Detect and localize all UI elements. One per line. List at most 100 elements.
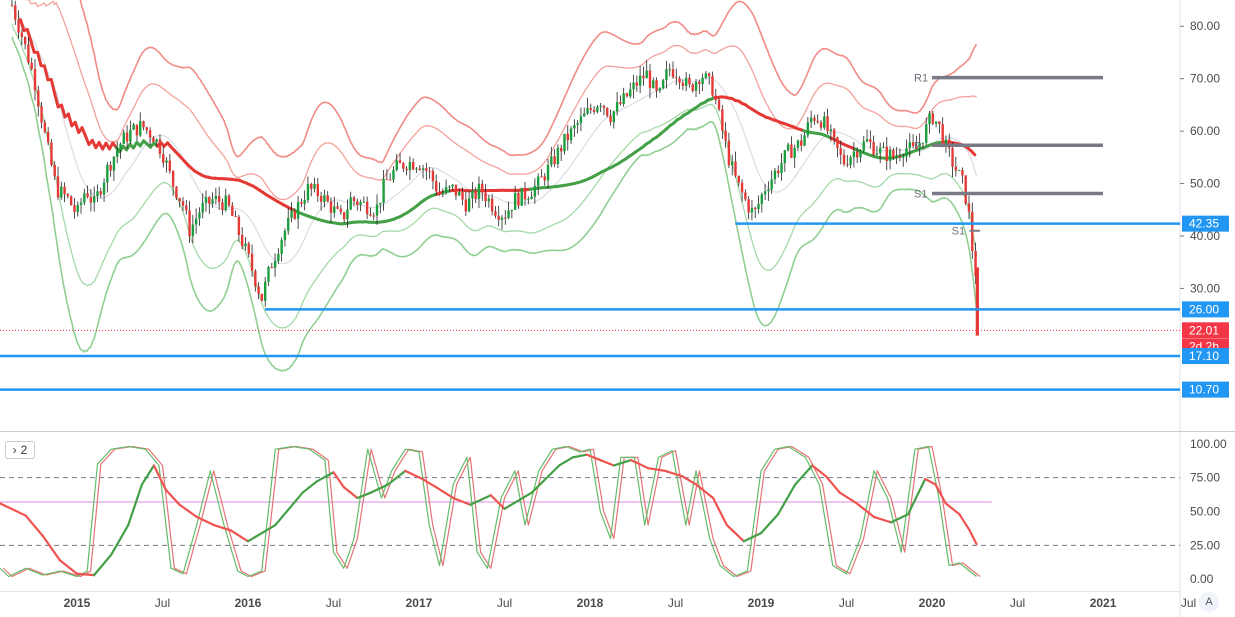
candle-body: [303, 200, 306, 204]
rsi-line-segment: [629, 458, 650, 470]
candle-body: [310, 183, 313, 189]
rsi-line-segment: [872, 515, 893, 524]
candle-body: [247, 243, 250, 254]
candle-body: [188, 210, 191, 237]
price-tick-label: 60.00: [1190, 124, 1220, 138]
rsi-line-segment: [41, 534, 61, 562]
price-tag-text: 10.70: [1189, 383, 1219, 397]
long-ma-segment: [25, 28, 33, 43]
pane-toggle-button[interactable]: › 2: [5, 441, 35, 459]
lower-band-outer: [11, 36, 978, 372]
candle-body: [612, 111, 616, 123]
candle-body: [569, 128, 573, 141]
price-tag: [1182, 322, 1229, 339]
rsi-line-segment: [759, 513, 780, 535]
time-tick-label: 2016: [235, 596, 262, 610]
candle-body: [691, 84, 694, 91]
pivot-label: S1: [952, 226, 965, 238]
candle-body: [796, 140, 800, 148]
price-tag-text: 26.00: [1189, 302, 1219, 316]
rsi-line-segment: [664, 469, 684, 478]
candle-body: [559, 147, 563, 152]
candle-body: [69, 196, 73, 206]
rsi-line-segment: [934, 483, 947, 505]
osc-tick-label: 100.00: [1190, 437, 1227, 451]
candle-body: [905, 148, 908, 157]
candle-body: [826, 116, 829, 132]
rsi-line-segment: [725, 523, 746, 543]
candle-body: [928, 113, 931, 125]
price-tick-label: 30.00: [1190, 281, 1220, 295]
auto-scale-button[interactable]: A: [1199, 592, 1219, 612]
time-tick-label: 2020: [919, 596, 946, 610]
candle-body: [596, 106, 599, 112]
candle-body: [435, 181, 438, 192]
candle-body: [106, 164, 109, 183]
candle-body: [957, 170, 961, 172]
candle-body: [260, 293, 264, 301]
candle-body: [652, 80, 655, 88]
candle-body: [872, 141, 875, 155]
candle-body: [428, 170, 431, 172]
candle-body: [319, 195, 323, 202]
candle-body: [576, 123, 579, 126]
candle-body: [658, 88, 662, 91]
rsi-line-segment: [855, 502, 875, 519]
candle-body: [806, 122, 810, 136]
rsi-line-segment: [489, 494, 506, 510]
candle-body: [300, 202, 303, 204]
rsi-line-segment: [968, 529, 978, 546]
candle-body: [306, 183, 310, 201]
candle-body: [543, 176, 546, 181]
rsi-line-segment: [229, 529, 250, 543]
candle-body: [494, 211, 497, 216]
rsi-line-segment: [694, 483, 715, 500]
candle-body: [747, 199, 750, 213]
candle-body: [129, 129, 132, 142]
candle-body: [895, 156, 898, 158]
candle-body: [467, 198, 471, 212]
candle-body: [33, 68, 37, 91]
candle-body: [53, 164, 56, 177]
candle-body: [385, 178, 389, 180]
rsi-line-segment: [811, 464, 828, 478]
price-tick-label: 40.00: [1190, 229, 1220, 243]
candle-body: [888, 150, 892, 162]
candle-body: [139, 121, 142, 136]
candle-body: [372, 215, 375, 217]
candle-body: [10, 5, 14, 7]
candle-body: [342, 212, 346, 220]
candle-body: [231, 205, 234, 216]
candle-body: [280, 239, 283, 254]
candle-body: [40, 106, 43, 123]
candle-body: [17, 19, 20, 33]
candle-body: [737, 175, 740, 183]
rsi-line-segment: [75, 572, 96, 577]
candle-body: [918, 143, 921, 149]
basis-line: [11, 5, 978, 265]
rsi-line-segment: [924, 477, 937, 486]
rsi-line-segment: [342, 486, 359, 500]
candle-body: [339, 208, 343, 213]
candle-body: [198, 212, 201, 219]
candle-body: [336, 206, 339, 209]
candle-body: [684, 77, 688, 86]
time-tick-label: Jul: [326, 596, 341, 610]
candle-body: [175, 186, 178, 199]
candle-body: [283, 230, 287, 240]
candle-body: [254, 270, 257, 287]
candle-body: [313, 183, 316, 189]
candle-body: [892, 150, 895, 158]
candle-body: [277, 253, 280, 261]
rsi-line-segment: [315, 471, 335, 483]
candle-body: [375, 204, 379, 216]
candle-body: [464, 199, 468, 212]
candle-body: [421, 168, 425, 170]
rsi-line-segment: [612, 458, 633, 467]
candle-body: [46, 131, 50, 143]
time-tick-label: Jul: [1181, 596, 1196, 610]
candle-body: [125, 132, 129, 142]
candle-body: [155, 139, 158, 142]
pivot-label: R1: [914, 73, 928, 85]
